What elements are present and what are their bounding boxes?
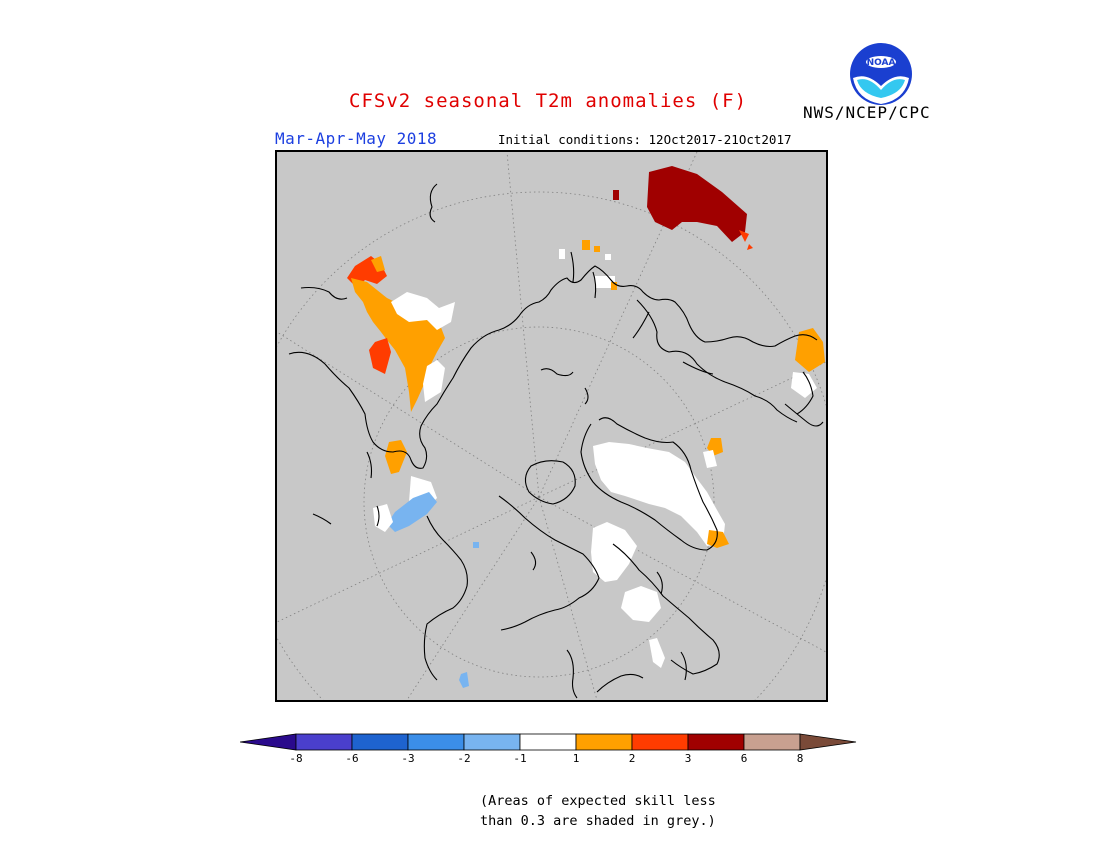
noaa-logo: NOAA xyxy=(850,43,912,105)
anomaly-dark-red-region xyxy=(647,166,747,242)
noaa-logo-text: NOAA xyxy=(867,58,896,68)
initial-conditions-label: Initial conditions: 12Oct2017-21Oct2017 xyxy=(498,132,792,147)
skill-footnote: (Areas of expected skill less than 0.3 a… xyxy=(480,791,716,831)
footnote-line-2: than 0.3 are shaded in grey.) xyxy=(480,813,716,829)
anomaly-light-blue-region xyxy=(387,492,437,532)
colorbar-arrow-high xyxy=(799,733,857,751)
polar-map-svg xyxy=(277,152,826,700)
season-label: Mar-Apr-May 2018 xyxy=(275,129,438,148)
colorbar-cell xyxy=(687,733,745,751)
anomaly-orange-region-asia xyxy=(351,278,445,412)
colorbar-tick-label: -2 xyxy=(457,752,471,765)
anomaly-shading xyxy=(347,166,825,688)
colorbar-cell xyxy=(519,733,577,751)
colorbar-tick-label: 8 xyxy=(796,752,804,765)
coastlines xyxy=(288,183,824,699)
polar-map xyxy=(275,150,828,702)
colorbar-cell xyxy=(575,733,633,751)
colorbar-arrow-low xyxy=(240,733,297,751)
colorbar-tick-label: -8 xyxy=(289,752,303,765)
colorbar-tick-label: 3 xyxy=(684,752,692,765)
agency-label: NWS/NCEP/CPC xyxy=(803,103,931,122)
colorbar-cell xyxy=(463,733,521,751)
colorbar-cell xyxy=(295,733,353,751)
colorbar-tick-label: -6 xyxy=(345,752,359,765)
colorbar-tick-label: 2 xyxy=(628,752,636,765)
colorbar-cell xyxy=(351,733,409,751)
footnote-line-1: (Areas of expected skill less xyxy=(480,793,716,809)
colorbar-cell xyxy=(743,733,801,751)
colorbar-cell xyxy=(631,733,689,751)
colorbar-tick-label: 6 xyxy=(740,752,748,765)
colorbar-cell xyxy=(407,733,465,751)
colorbar-tick-label: -1 xyxy=(513,752,527,765)
colorbar-tick-label: 1 xyxy=(572,752,580,765)
colorbar xyxy=(240,733,857,751)
anomaly-white-region-greenland xyxy=(593,442,725,546)
anomaly-orange-region-europe xyxy=(795,328,825,372)
colorbar-tick-label: -3 xyxy=(401,752,415,765)
map-title: CFSv2 seasonal T2m anomalies (F) xyxy=(349,90,748,112)
